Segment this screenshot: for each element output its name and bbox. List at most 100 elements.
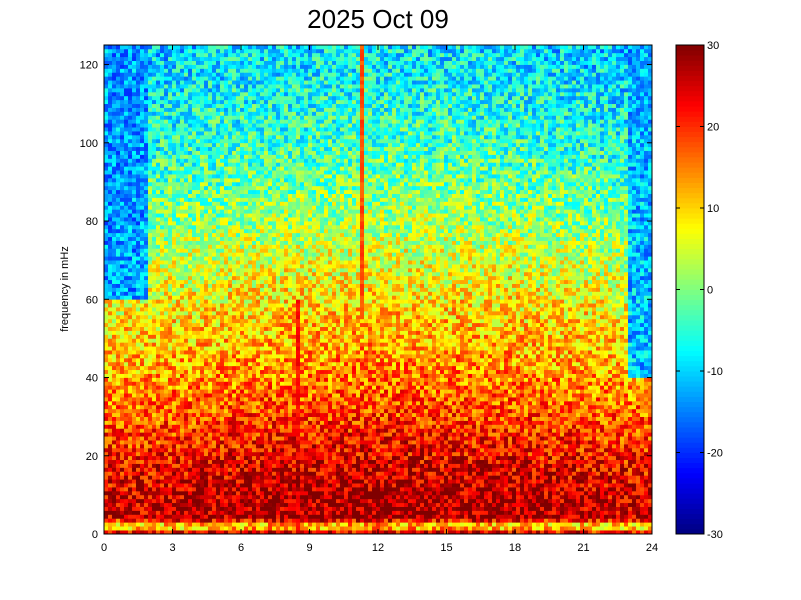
heatmap-cell (260, 475, 264, 479)
heatmap-cell (644, 503, 648, 507)
heatmap-cell (572, 471, 576, 475)
heatmap-cell (316, 397, 320, 401)
heatmap-cell (620, 452, 624, 456)
heatmap-cell (380, 432, 384, 436)
heatmap-cell (144, 393, 148, 397)
heatmap-cell (624, 491, 628, 495)
heatmap-cell (200, 511, 204, 515)
heatmap-cell (304, 518, 308, 522)
heatmap-cell (156, 464, 160, 468)
heatmap-cell (248, 499, 252, 503)
heatmap-cell (592, 456, 596, 460)
heatmap-cell (500, 421, 504, 425)
heatmap-cell (588, 428, 592, 432)
heatmap-cell (212, 409, 216, 413)
heatmap-cell (360, 432, 364, 436)
heatmap-cell (216, 460, 220, 464)
heatmap-cell (116, 468, 120, 472)
heatmap-cell (120, 444, 124, 448)
heatmap-cell (312, 409, 316, 413)
heatmap-cell (536, 460, 540, 464)
heatmap-cell (164, 526, 168, 530)
heatmap-cell (428, 479, 432, 483)
heatmap-cell (616, 499, 620, 503)
heatmap-cell (252, 475, 256, 479)
heatmap-cell (224, 397, 228, 401)
heatmap-cell (284, 417, 288, 421)
heatmap-cell (416, 417, 420, 421)
heatmap-cell (196, 432, 200, 436)
heatmap-cell (480, 393, 484, 397)
heatmap-cell (340, 499, 344, 503)
heatmap-cell (560, 424, 564, 428)
heatmap-cell (600, 468, 604, 472)
heatmap-cell (336, 428, 340, 432)
heatmap-cell (472, 511, 476, 515)
heatmap-cell (324, 471, 328, 475)
heatmap-cell (424, 526, 428, 530)
heatmap-cell (544, 487, 548, 491)
heatmap-cell (528, 393, 532, 397)
heatmap-cell (424, 432, 428, 436)
heatmap-cell (452, 444, 456, 448)
heatmap-cell (476, 424, 480, 428)
heatmap-cell (336, 456, 340, 460)
heatmap-cell (144, 475, 148, 479)
heatmap-cell (436, 436, 440, 440)
heatmap-cell (504, 471, 508, 475)
heatmap-cell (256, 495, 260, 499)
heatmap-cell (136, 507, 140, 511)
heatmap-cell (556, 507, 560, 511)
heatmap-cell (336, 444, 340, 448)
heatmap-cell (372, 452, 376, 456)
heatmap-cell (324, 393, 328, 397)
heatmap-cell (488, 444, 492, 448)
heatmap-cell (180, 413, 184, 417)
heatmap-cell (128, 471, 132, 475)
heatmap-cell (316, 483, 320, 487)
heatmap-cell (644, 393, 648, 397)
heatmap-cell (132, 440, 136, 444)
heatmap-cell (160, 526, 164, 530)
heatmap-cell (108, 495, 112, 499)
heatmap-cell (112, 468, 116, 472)
heatmap-cell (236, 471, 240, 475)
heatmap-cell (496, 503, 500, 507)
heatmap-cell (488, 456, 492, 460)
heatmap-cell (360, 468, 364, 472)
heatmap-cell (460, 460, 464, 464)
heatmap-cell (340, 491, 344, 495)
heatmap-cell (324, 436, 328, 440)
heatmap-cell (564, 405, 568, 409)
heatmap-cell (592, 514, 596, 518)
heatmap-cell (168, 511, 172, 515)
heatmap-cell (412, 428, 416, 432)
heatmap-cell (460, 479, 464, 483)
heatmap-cell (188, 393, 192, 397)
heatmap-cell (340, 436, 344, 440)
heatmap-cell (128, 417, 132, 421)
heatmap-cell (380, 495, 384, 499)
heatmap-cell (484, 483, 488, 487)
heatmap-cell (388, 503, 392, 507)
heatmap-cell (620, 409, 624, 413)
heatmap-cell (428, 503, 432, 507)
heatmap-cell (352, 491, 356, 495)
heatmap-cell (384, 460, 388, 464)
heatmap-cell (156, 495, 160, 499)
heatmap-cell (304, 389, 308, 393)
heatmap-cell (192, 417, 196, 421)
heatmap-cell (540, 417, 544, 421)
heatmap-cell (348, 499, 352, 503)
heatmap-cell (564, 444, 568, 448)
heatmap-cell (232, 393, 236, 397)
heatmap-cell (464, 397, 468, 401)
heatmap-cell (620, 424, 624, 428)
heatmap-cell (344, 409, 348, 413)
heatmap-cell (604, 417, 608, 421)
heatmap-cell (644, 440, 648, 444)
heatmap-cell (540, 440, 544, 444)
heatmap-cell (452, 514, 456, 518)
heatmap-cell (212, 487, 216, 491)
heatmap-cell (488, 452, 492, 456)
